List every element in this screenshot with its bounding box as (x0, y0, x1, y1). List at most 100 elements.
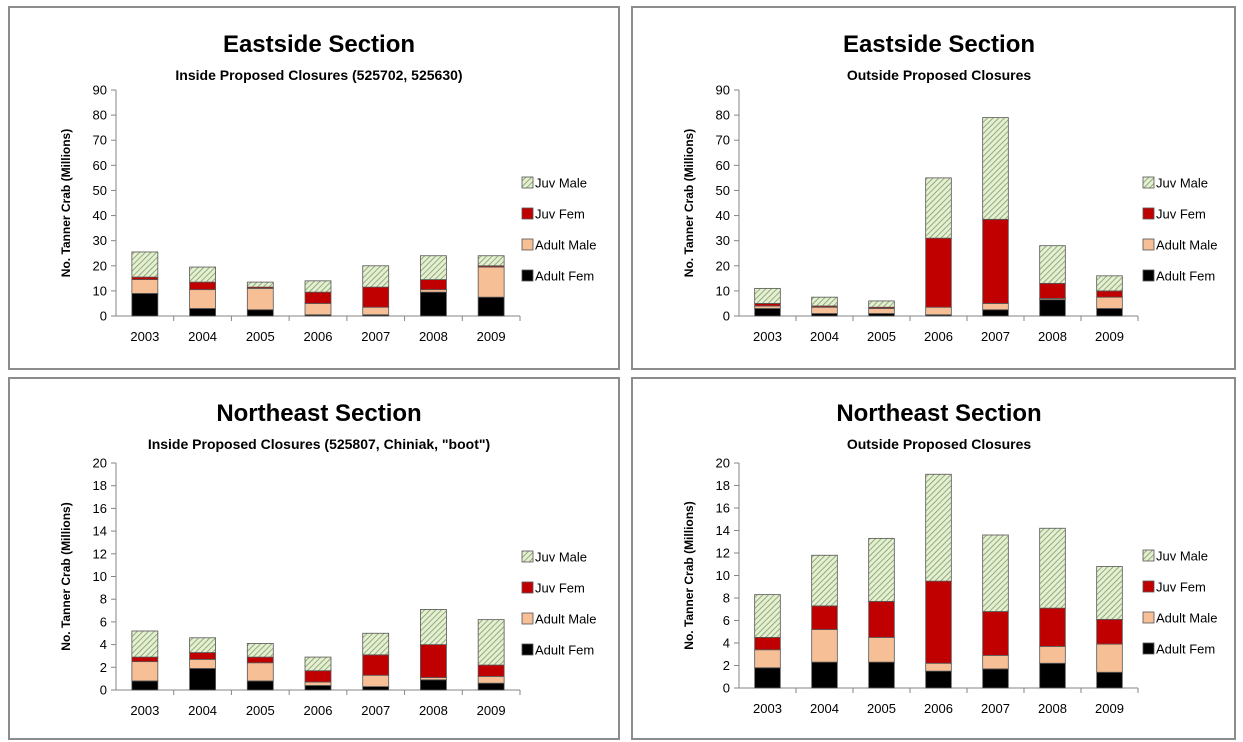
bar-adult-fem-2004 (189, 668, 216, 691)
bar-adult-male-2007 (982, 303, 1009, 311)
y-tick-label: 2 (100, 660, 107, 675)
legend-label-adult-fem: Adult Fem (1156, 269, 1215, 284)
bar-adult-fem-2004 (189, 308, 216, 317)
x-tick-label: 2004 (810, 701, 839, 716)
legend-label-juv-fem: Juv Fem (535, 581, 585, 596)
bar-adult-male-2007 (362, 306, 390, 316)
bar-juv-male-2003 (754, 287, 781, 304)
bar-juv-male-2003 (131, 630, 159, 658)
y-tick-label: 12 (716, 546, 730, 561)
y-tick-label: 8 (723, 591, 730, 606)
y-tick-label: 14 (716, 523, 730, 538)
y-tick-label: 60 (716, 158, 730, 173)
y-tick-label: 20 (93, 456, 107, 471)
bar-juv-male-2005 (246, 281, 274, 288)
legend-label-juv-fem: Juv Fem (535, 207, 585, 222)
bar-adult-male-2003 (131, 661, 159, 682)
bar-juv-fem-2008 (420, 279, 447, 291)
bar-adult-fem-2008 (1039, 662, 1066, 689)
bar-juv-fem-2009 (1096, 618, 1123, 645)
y-tick-label: 8 (100, 592, 107, 607)
legend-label-juv-male: Juv Male (535, 176, 587, 191)
y-tick-label: 0 (100, 683, 107, 698)
x-tick-label: 2006 (304, 703, 333, 718)
bar-juv-male-2009 (1096, 566, 1123, 620)
chart-panel-eastside-outside: Eastside Section Outside Proposed Closure… (631, 6, 1236, 370)
y-tick-label: 4 (100, 637, 107, 652)
bar-adult-fem-2008 (420, 679, 447, 691)
chart-panel-northeast-outside: Northeast Section Outside Proposed Closur… (631, 377, 1236, 740)
x-tick-label: 2004 (188, 329, 217, 344)
bar-adult-fem-2009 (1096, 308, 1123, 317)
chart-svg: Northeast Section Inside Proposed Closure… (59, 400, 596, 718)
legend-swatch-adult-male (521, 238, 534, 251)
bar-adult-male-2006 (925, 306, 952, 316)
bar-juv-fem-2006 (925, 237, 952, 308)
bar-juv-male-2004 (189, 637, 216, 653)
bar-adult-fem-2005 (246, 680, 274, 691)
chart-subtitle: Inside Proposed Closures (525702, 525630… (175, 67, 462, 83)
bar-juv-fem-2004 (189, 281, 216, 291)
legend-swatch-adult-male (521, 612, 534, 625)
legend-swatch-adult-fem (1142, 269, 1155, 282)
bar-juv-male-2008 (420, 609, 447, 645)
bar-adult-male-2005 (868, 636, 895, 663)
x-tick-label: 2006 (924, 701, 953, 716)
legend-label-juv-fem: Juv Fem (1156, 207, 1206, 222)
bar-juv-male-2005 (868, 537, 895, 602)
bar-juv-male-2003 (754, 594, 781, 638)
legend-label-juv-male: Juv Male (535, 550, 587, 565)
legend-label-juv-male: Juv Male (1156, 549, 1208, 564)
y-tick-label: 16 (93, 501, 107, 516)
y-tick-label: 4 (723, 636, 730, 651)
x-tick-label: 2005 (246, 703, 275, 718)
bar-juv-fem-2004 (811, 605, 838, 630)
y-tick-label: 30 (716, 233, 730, 248)
bar-juv-fem-2008 (1039, 607, 1066, 647)
x-tick-label: 2003 (753, 701, 782, 716)
bar-adult-fem-2003 (754, 308, 781, 317)
y-tick-label: 20 (93, 258, 107, 273)
y-tick-label: 14 (93, 524, 107, 539)
y-tick-label: 10 (93, 283, 107, 298)
bar-juv-male-2004 (811, 296, 838, 307)
bar-adult-fem-2008 (1039, 299, 1066, 317)
bar-adult-fem-2008 (420, 291, 447, 317)
bar-adult-male-2007 (362, 674, 390, 687)
x-tick-label: 2008 (419, 329, 448, 344)
legend-swatch-juv-male (521, 550, 534, 563)
x-tick-label: 2008 (419, 703, 448, 718)
y-tick-label: 30 (93, 233, 107, 248)
bar-adult-male-2005 (246, 662, 274, 682)
y-tick-label: 90 (93, 83, 107, 98)
y-tick-label: 6 (723, 613, 730, 628)
y-tick-label: 50 (93, 183, 107, 198)
y-tick-label: 10 (93, 569, 107, 584)
bar-adult-fem-2004 (811, 661, 838, 689)
chart-title: Eastside Section (223, 31, 415, 58)
x-tick-label: 2005 (867, 329, 896, 344)
bar-juv-male-2005 (246, 643, 274, 658)
chart-panel-eastside-inside: Eastside Section Inside Proposed Closures… (8, 6, 620, 370)
bar-juv-fem-2007 (362, 286, 390, 308)
bar-juv-male-2004 (189, 266, 216, 283)
y-tick-label: 0 (100, 309, 107, 324)
legend-swatch-juv-fem (1142, 580, 1155, 593)
bar-adult-fem-2007 (982, 309, 1009, 317)
y-tick-label: 10 (716, 283, 730, 298)
y-tick-label: 0 (723, 681, 730, 696)
x-tick-label: 2004 (188, 703, 217, 718)
chart-subtitle: Outside Proposed Closures (847, 436, 1032, 452)
bar-juv-male-2006 (925, 473, 952, 582)
y-tick-label: 12 (93, 546, 107, 561)
chart-title: Northeast Section (836, 400, 1041, 427)
y-tick-label: 18 (93, 478, 107, 493)
bar-juv-fem-2008 (1039, 282, 1066, 299)
legend-label-adult-male: Adult Male (1156, 611, 1217, 626)
y-axis-label: No. Tanner Crab (Millions) (682, 129, 696, 277)
legend-swatch-adult-fem (1142, 642, 1155, 655)
legend-swatch-adult-fem (521, 269, 534, 282)
x-tick-label: 2009 (1095, 329, 1124, 344)
legend-label-adult-male: Adult Male (535, 612, 596, 627)
y-tick-label: 6 (100, 614, 107, 629)
